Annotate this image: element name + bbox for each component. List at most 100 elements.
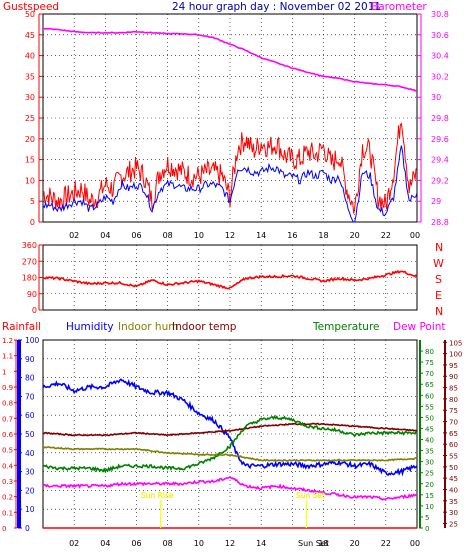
rain-axis-label-0.9: 0.9 xyxy=(2,384,13,392)
ftemp-axis-label-35: 35 xyxy=(449,498,458,506)
gust-axis-label-40: 40 xyxy=(25,52,35,61)
panel1-xtick-22: 22 xyxy=(381,231,391,240)
ftemp-axis-label-25: 25 xyxy=(449,520,458,528)
temp-axis-label-60: 60 xyxy=(425,392,434,400)
wind-dir-label-n-bottom: N xyxy=(435,305,443,318)
baro-axis-label-29.8: 29.8 xyxy=(431,114,449,123)
dir-axis-label-90: 90 xyxy=(27,290,37,299)
rain-axis-label-0.5: 0.5 xyxy=(2,447,13,455)
legend-rainfall: Rainfall xyxy=(2,321,41,333)
temp-axis-label-0: 0 xyxy=(425,525,429,533)
rain-axis-label-0.7: 0.7 xyxy=(2,415,13,423)
hum-axis-label-50: 50 xyxy=(25,430,35,439)
rain-axis-label-0.2: 0.2 xyxy=(2,494,13,502)
ftemp-axis-label-65: 65 xyxy=(449,430,458,438)
gust-axis-label-45: 45 xyxy=(25,31,35,40)
baro-axis-label-28.8: 28.8 xyxy=(431,218,449,227)
panel3-xtick-10: 10 xyxy=(194,539,204,548)
baro-axis-label-29.6: 29.6 xyxy=(431,135,449,144)
hum-axis-label-10: 10 xyxy=(25,505,35,514)
hum-axis-label-80: 80 xyxy=(25,374,35,383)
baro-axis-label-30.6: 30.6 xyxy=(431,31,449,40)
ftemp-axis-label-60: 60 xyxy=(449,441,458,449)
panel1-xtick-12: 12 xyxy=(225,231,235,240)
header-barometer: Barometer xyxy=(371,1,427,13)
gust-axis-label-5: 5 xyxy=(30,197,35,206)
panel3-xtick-02: 02 xyxy=(69,539,79,548)
legend-temperature: Temperature xyxy=(312,321,380,333)
baro-axis-label-30.8: 30.8 xyxy=(431,10,449,19)
temp-axis-label-75: 75 xyxy=(425,359,434,367)
baro-axis-label-29: 29 xyxy=(431,197,441,206)
series-indoor-temp xyxy=(42,422,418,437)
panel3-xtick-04: 04 xyxy=(100,539,110,548)
header-gustspeed: Gustspeed xyxy=(3,1,59,13)
series-humidity xyxy=(42,378,418,477)
ftemp-axis-label-45: 45 xyxy=(449,475,458,483)
panel1-xtick-20: 20 xyxy=(350,231,360,240)
temp-axis-label-70: 70 xyxy=(425,370,434,378)
hum-axis-label-100: 100 xyxy=(25,336,40,345)
chart-layer: 0510152025303540455028.82929.229.429.629… xyxy=(2,10,462,548)
panel3-xtick-12: 12 xyxy=(225,539,235,548)
gust-axis-label-0: 0 xyxy=(30,218,35,227)
gust-axis-label-15: 15 xyxy=(25,156,35,165)
temp-axis-label-45: 45 xyxy=(425,425,434,433)
ftemp-axis-label-85: 85 xyxy=(449,385,458,393)
hum-axis-label-0: 0 xyxy=(25,524,30,533)
hum-axis-label-90: 90 xyxy=(25,355,35,364)
rain-axis-label-0.8: 0.8 xyxy=(2,400,13,408)
temp-axis-label-25: 25 xyxy=(425,470,434,478)
series-indoor-hum xyxy=(42,446,418,462)
panel1-xtick-10: 10 xyxy=(194,231,204,240)
sun-rise-label: Sun Rise xyxy=(141,491,174,500)
series-gustspeed xyxy=(42,122,418,214)
wind-dir-label-e: E xyxy=(435,289,442,302)
series-wind-direction xyxy=(42,269,418,290)
ftemp-axis-label-90: 90 xyxy=(449,373,458,381)
dir-axis-label-180: 180 xyxy=(22,274,37,283)
gust-axis-label-10: 10 xyxy=(25,176,35,185)
wind-dir-label-n-top: N xyxy=(435,241,443,254)
hum-axis-label-20: 20 xyxy=(25,486,35,495)
rain-axis-label-0.3: 0.3 xyxy=(2,478,13,486)
temp-axis-label-15: 15 xyxy=(425,492,434,500)
chart-title: 24 hour graph day : November 02 2011 xyxy=(172,1,381,13)
temp-axis-label-10: 10 xyxy=(425,503,434,511)
sun-set-axis-label: Sun Set xyxy=(298,539,329,548)
panel3-xtick-14: 14 xyxy=(256,539,266,548)
panel1-xtick-18: 18 xyxy=(318,231,328,240)
panel1-xtick-16: 16 xyxy=(287,231,297,240)
panel3-xtick-06: 06 xyxy=(131,539,141,548)
panel3-xtick-22: 22 xyxy=(381,539,391,548)
series-windspeed xyxy=(42,145,418,223)
ftemp-axis-label-50: 50 xyxy=(449,464,458,472)
panel1-xtick-02: 02 xyxy=(69,231,79,240)
panel1-xtick-06: 06 xyxy=(131,231,141,240)
temp-axis-label-35: 35 xyxy=(425,448,434,456)
dir-axis-label-270: 270 xyxy=(22,257,37,266)
gust-axis-label-20: 20 xyxy=(25,135,35,144)
temp-axis-label-55: 55 xyxy=(425,403,434,411)
panel1-xtick-14: 14 xyxy=(256,231,266,240)
baro-axis-label-30.4: 30.4 xyxy=(431,52,449,61)
series-dew-point xyxy=(42,475,418,501)
ftemp-axis-label-75: 75 xyxy=(449,407,458,415)
gust-axis-label-25: 25 xyxy=(25,114,35,123)
rain-axis-label-0.1: 0.1 xyxy=(2,509,13,517)
hum-axis-label-40: 40 xyxy=(25,449,35,458)
series-temperature xyxy=(42,414,418,474)
baro-axis-label-30: 30 xyxy=(431,93,441,102)
temp-axis-label-20: 20 xyxy=(425,481,434,489)
legend-dew-point: Dew Point xyxy=(393,321,446,333)
baro-axis-label-30.2: 30.2 xyxy=(431,72,449,81)
ftemp-axis-label-40: 40 xyxy=(449,486,458,494)
hum-axis-bar xyxy=(17,340,21,528)
rain-axis-label-1.1: 1.1 xyxy=(2,353,13,361)
ftemp-axis-label-105: 105 xyxy=(449,339,462,347)
temp-axis-label-30: 30 xyxy=(425,459,434,467)
ftemp-axis-label-100: 100 xyxy=(449,351,462,359)
sun-set-label: Sun Set xyxy=(296,491,325,500)
